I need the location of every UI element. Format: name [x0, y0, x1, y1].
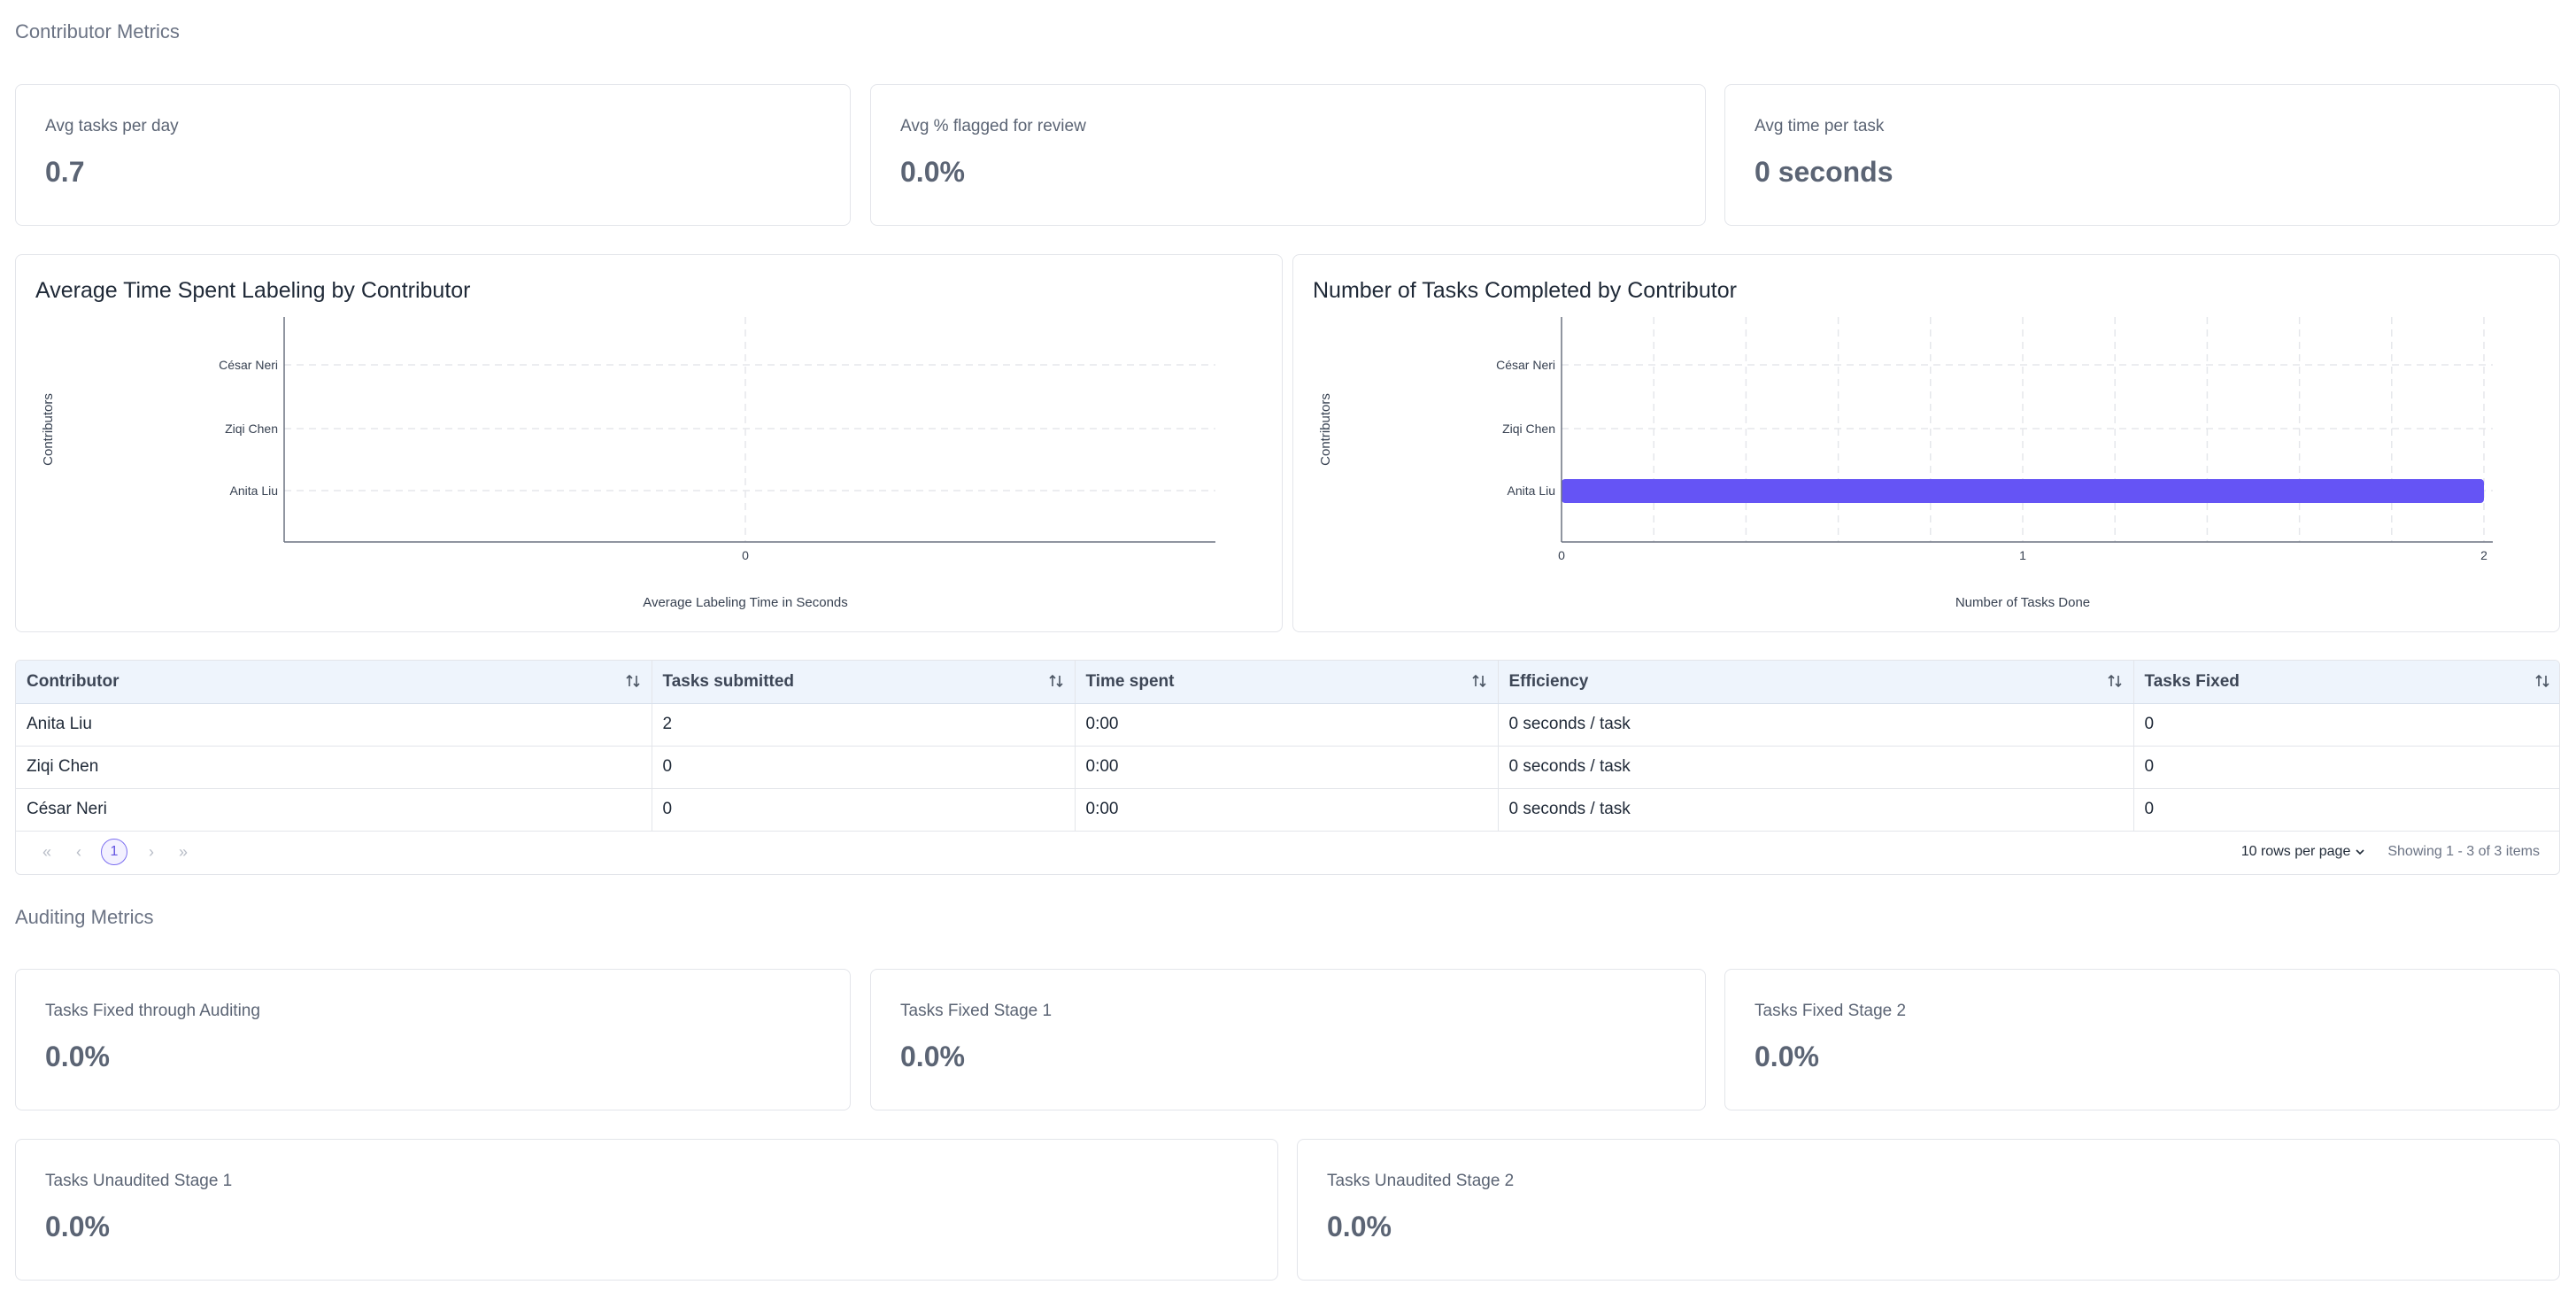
cell-tasks-submitted: 2	[652, 703, 1076, 747]
table-header-row: Contributor Tasks submitted Time spent E…	[16, 661, 2559, 704]
stat-label: Tasks Fixed through Auditing	[45, 1002, 260, 1020]
last-page-icon[interactable]: »	[178, 842, 188, 861]
stat-label: Tasks Fixed Stage 1	[900, 1002, 1053, 1020]
x-tick-label: 1	[2019, 548, 2026, 562]
chart-title: Number of Tasks Completed by Contributor	[1313, 278, 1737, 303]
stat-value: 0.0%	[45, 1041, 110, 1072]
showing-items-text: Showing 1 - 3 of 3 items	[2387, 844, 2540, 859]
prev-page-icon[interactable]: ‹	[76, 842, 81, 861]
cell-time-spent: 0:00	[1075, 788, 1499, 832]
sort-icon[interactable]	[2107, 673, 2123, 689]
cell-contributor: Ziqi Chen	[16, 746, 652, 789]
cell-tasks-fixed: 0	[2133, 788, 2559, 832]
stat-label: Tasks Fixed Stage 2	[1755, 1002, 1907, 1020]
y-axis-title: Contributors	[1318, 393, 1333, 466]
stat-value: 0.0%	[45, 1211, 110, 1242]
next-page-icon[interactable]: ›	[149, 842, 154, 861]
contributor-metrics-title: Contributor Metrics	[15, 20, 180, 43]
sort-icon[interactable]	[2534, 673, 2550, 689]
y-tick-label: Anita Liu	[230, 484, 278, 498]
column-label: Time spent	[1085, 671, 1175, 691]
column-label: Efficiency	[1508, 671, 1589, 691]
y-tick-label: César Neri	[1496, 358, 1555, 372]
stat-card-avg-time: Avg time per task 0 seconds	[1724, 84, 2560, 226]
pagination: « ‹ 1 › » 10 rows per page Showing 1 - 3…	[16, 830, 2559, 874]
column-label: Tasks Fixed	[2144, 671, 2240, 691]
rows-per-page-label: 10 rows per page	[2241, 844, 2351, 859]
chart-title: Average Time Spent Labeling by Contribut…	[35, 278, 471, 303]
x-tick-label: 2	[2480, 548, 2487, 562]
stat-card-unaudited-stage-1: Tasks Unaudited Stage 1 0.0%	[15, 1139, 1278, 1281]
stat-value: 0.0%	[900, 1041, 965, 1072]
column-label: Contributor	[27, 671, 120, 691]
y-tick-label: Anita Liu	[1508, 484, 1555, 498]
table-row: Anita Liu 2 0:00 0 seconds / task 0	[16, 703, 2559, 747]
y-axis-title: Contributors	[41, 393, 56, 466]
stat-value: 0.7	[45, 156, 85, 188]
stat-value: 0.0%	[900, 156, 965, 188]
stat-card-avg-tasks: Avg tasks per day 0.7	[15, 84, 851, 226]
sort-icon[interactable]	[625, 673, 641, 689]
stat-label: Avg % flagged for review	[900, 117, 1086, 135]
cell-tasks-submitted: 0	[652, 746, 1076, 789]
column-label: Tasks submitted	[662, 671, 795, 691]
x-tick-label: 0	[1558, 548, 1565, 562]
column-header-contributor[interactable]: Contributor	[16, 661, 652, 704]
cell-efficiency: 0 seconds / task	[1498, 746, 2134, 789]
cell-time-spent: 0:00	[1075, 703, 1499, 747]
stat-label: Tasks Unaudited Stage 1	[45, 1172, 233, 1190]
stat-card-fixed-stage-2: Tasks Fixed Stage 2 0.0%	[1724, 969, 2560, 1110]
contributor-table: Contributor Tasks submitted Time spent E…	[15, 660, 2560, 875]
chart-avg-time-svg: César Neri Ziqi Chen Anita Liu 0 Average Lab…	[41, 317, 1215, 610]
stat-card-unaudited-stage-2: Tasks Unaudited Stage 2 0.0%	[1297, 1139, 2560, 1281]
stat-card-avg-flagged: Avg % flagged for review 0.0%	[870, 84, 1706, 226]
first-page-icon[interactable]: «	[42, 842, 51, 861]
bar	[1562, 479, 2484, 503]
x-axis-title: Average Labeling Time in Seconds	[643, 595, 848, 610]
chart-tasks-completed-svg: César Neri Ziqi Chen Anita Liu 0 1 2 Number of…	[1318, 317, 2493, 610]
x-axis-title: Number of Tasks Done	[1955, 595, 2090, 610]
cell-efficiency: 0 seconds / task	[1498, 788, 2134, 832]
cell-contributor: Anita Liu	[16, 703, 652, 747]
cell-tasks-fixed: 0	[2133, 746, 2559, 789]
table-row: Ziqi Chen 0 0:00 0 seconds / task 0	[16, 746, 2559, 789]
table-row: César Neri 0 0:00 0 seconds / task 0	[16, 788, 2559, 832]
stat-label: Tasks Unaudited Stage 2	[1327, 1172, 1515, 1190]
stat-label: Avg time per task	[1755, 117, 1885, 135]
cell-tasks-submitted: 0	[652, 788, 1076, 832]
y-tick-label: Ziqi Chen	[1502, 422, 1555, 436]
y-tick-label: Ziqi Chen	[225, 422, 278, 436]
auditing-metrics-title: Auditing Metrics	[15, 906, 154, 928]
stat-value: 0.0%	[1327, 1211, 1392, 1242]
x-tick-label: 0	[742, 548, 749, 562]
column-header-tasks-submitted[interactable]: Tasks submitted	[652, 661, 1076, 704]
chevron-down-icon	[2356, 849, 2364, 855]
column-header-efficiency[interactable]: Efficiency	[1498, 661, 2134, 704]
rows-per-page-select[interactable]: 10 rows per page	[2241, 844, 2367, 860]
column-header-time-spent[interactable]: Time spent	[1075, 661, 1499, 704]
page-button-current[interactable]: 1	[101, 839, 127, 865]
stat-value: 0 seconds	[1755, 156, 1893, 188]
cell-contributor: César Neri	[16, 788, 652, 832]
cell-tasks-fixed: 0	[2133, 703, 2559, 747]
sort-icon[interactable]	[1048, 673, 1064, 689]
sort-icon[interactable]	[1471, 673, 1487, 689]
chart-avg-time: Average Time Spent Labeling by Contribut…	[15, 254, 1283, 632]
y-tick-label: César Neri	[219, 358, 278, 372]
stat-card-fixed-stage-1: Tasks Fixed Stage 1 0.0%	[870, 969, 1706, 1110]
stat-card-fixed-auditing: Tasks Fixed through Auditing 0.0%	[15, 969, 851, 1110]
pagination-info: 10 rows per page Showing 1 - 3 of 3 item…	[2241, 830, 2540, 874]
column-header-tasks-fixed[interactable]: Tasks Fixed	[2133, 661, 2559, 704]
cell-time-spent: 0:00	[1075, 746, 1499, 789]
stat-value: 0.0%	[1755, 1041, 1819, 1072]
stat-label: Avg tasks per day	[45, 117, 179, 135]
chart-tasks-completed: Number of Tasks Completed by Contributor…	[1292, 254, 2560, 632]
cell-efficiency: 0 seconds / task	[1498, 703, 2134, 747]
